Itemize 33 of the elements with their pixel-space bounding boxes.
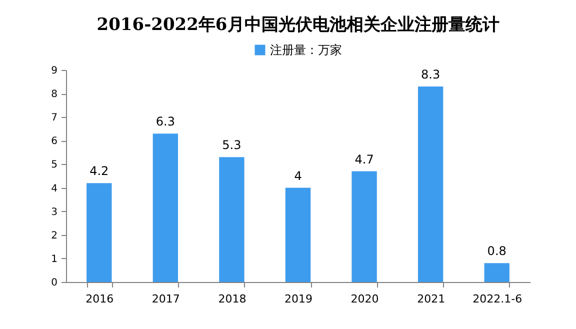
bar: [285, 188, 311, 282]
bar: [219, 157, 244, 282]
x-tick-label: 2016: [86, 292, 114, 306]
bar: [484, 263, 510, 282]
data-label: 5.3: [222, 138, 242, 152]
y-tick-label: 3: [51, 206, 58, 218]
x-tick-label: 2022.1-6: [472, 292, 522, 306]
bar: [418, 86, 444, 282]
y-tick-label: 1: [51, 254, 58, 265]
x-tick-label: 2021: [417, 292, 446, 306]
data-label: 6.3: [156, 114, 175, 129]
y-tick-label: 5: [51, 160, 58, 171]
data-label: 4.7: [354, 152, 374, 166]
data-label: 8.3: [421, 67, 440, 82]
chart-title: 2016-2022年6月中国光伏电池相关企业注册量统计: [96, 15, 500, 35]
x-tick-label: 2018: [218, 292, 246, 306]
y-tick-label: 7: [51, 112, 58, 124]
legend-label: 注册量：万家: [270, 43, 342, 57]
y-tick-label: 0: [51, 278, 58, 288]
x-tick-label: 2020: [350, 292, 379, 306]
x-tick-label: 2017: [152, 292, 180, 306]
y-tick-label: 4: [51, 183, 58, 194]
bar: [86, 183, 112, 282]
bar: [352, 171, 377, 282]
y-tick-label: 2: [51, 230, 58, 242]
data-label: 4: [294, 168, 302, 183]
data-label: 4.2: [90, 164, 109, 178]
data-label: 0.8: [487, 244, 506, 258]
bar: [152, 134, 178, 282]
y-tick-label: 8: [51, 89, 58, 100]
y-tick-label: 6: [51, 136, 58, 148]
y-tick-label: 9: [51, 66, 58, 76]
x-tick-label: 2019: [284, 292, 312, 306]
